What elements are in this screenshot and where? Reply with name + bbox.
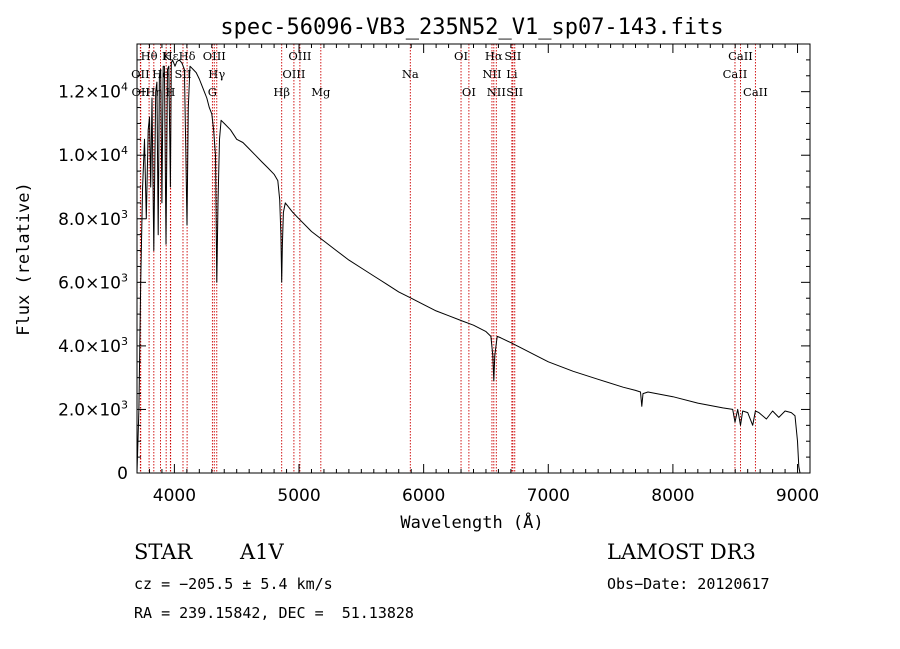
line-label: SII	[504, 49, 521, 63]
x-tick-label: 4000	[153, 486, 196, 506]
line-label: SII	[175, 67, 192, 81]
y-tick-label: 8.0×103	[58, 208, 128, 230]
line-label: Li	[506, 67, 518, 81]
y-tick-exponent: 3	[121, 335, 128, 348]
spectral-line-markers: HθOIIOIIHηHeKHHεSIIHδOIIIHγGHβOIIIOIIIMg…	[131, 44, 768, 473]
spectrum-line	[136, 59, 801, 474]
y-tick-mantissa: 8.0×10	[58, 210, 121, 230]
line-label: OIII	[282, 67, 305, 81]
y-tick-label: 2.0×103	[58, 398, 128, 420]
y-tick-label: 1.2×104	[58, 81, 128, 103]
x-tick-label: 5000	[277, 486, 320, 506]
y-axis: 02.0×1034.0×1036.0×1038.0×1031.0×1041.2×…	[58, 43, 810, 484]
y-tick-exponent: 3	[121, 208, 128, 221]
x-tick-label: 8000	[651, 486, 694, 506]
line-label: Hγ	[208, 67, 225, 81]
line-label: OIII	[288, 49, 311, 63]
line-label: G	[208, 85, 217, 99]
y-tick-exponent: 4	[121, 144, 128, 157]
y-tick-exponent: 4	[121, 81, 128, 94]
plot-frame	[136, 43, 811, 474]
line-label: OIII	[203, 49, 226, 63]
line-label: CaII	[723, 67, 748, 81]
line-label: CaII	[743, 85, 768, 99]
line-label: NII	[482, 67, 501, 81]
y-tick-mantissa: 4.0×10	[58, 337, 121, 357]
line-label: Hβ	[273, 85, 290, 99]
obs-date: Obs−Date: 20120617	[607, 575, 770, 593]
spectrum-series	[136, 59, 801, 474]
line-label: K	[162, 49, 171, 63]
y-tick-mantissa: 1.2×10	[58, 83, 121, 103]
survey-name: LAMOST DR3	[607, 540, 756, 564]
x-axis: 4000 5000 6000 7000 8000 9000	[136, 44, 819, 506]
line-label: Hθ	[141, 49, 158, 63]
y-axis-label: Flux (relative)	[14, 182, 34, 336]
object-subclass: A1V	[240, 540, 284, 564]
line-label: OI	[454, 49, 468, 63]
y-tick-mantissa: 2.0×10	[58, 400, 121, 420]
x-tick-label: 7000	[527, 486, 570, 506]
x-axis-label: Wavelength (Å)	[400, 511, 543, 533]
line-label: Hη	[145, 85, 162, 99]
ra-dec-line: RA = 239.15842, DEC = 51.13828	[134, 604, 414, 622]
y-tick-label: 6.0×103	[58, 271, 128, 293]
y-tick-mantissa: 1.0×10	[58, 146, 121, 166]
y-tick-mantissa: 0	[117, 464, 128, 484]
redshift-line: cz = −205.5 ± 5.4 km/s	[134, 575, 333, 593]
line-label: Hδ	[179, 49, 196, 63]
y-tick-exponent: 3	[121, 271, 128, 284]
x-tick-label: 9000	[776, 486, 819, 506]
line-label: CaII	[728, 49, 753, 63]
chart-title: spec-56096-VB3_235N52_V1_sp07-143.fits	[220, 15, 723, 40]
y-tick-label: 4.0×103	[58, 335, 128, 357]
object-class: STAR	[134, 540, 193, 564]
line-label: Mg	[311, 85, 331, 99]
line-label: SII	[506, 85, 523, 99]
y-tick-exponent: 3	[121, 398, 128, 411]
line-label: NII	[487, 85, 506, 99]
line-label: OI	[462, 85, 476, 99]
y-tick-label: 0	[117, 464, 128, 484]
line-label: Na	[402, 67, 419, 81]
line-label: Hε	[163, 49, 179, 63]
line-label: Hα	[485, 49, 503, 63]
y-tick-mantissa: 6.0×10	[58, 273, 121, 293]
y-tick-label: 1.0×104	[58, 144, 128, 166]
x-tick-label: 6000	[402, 486, 445, 506]
